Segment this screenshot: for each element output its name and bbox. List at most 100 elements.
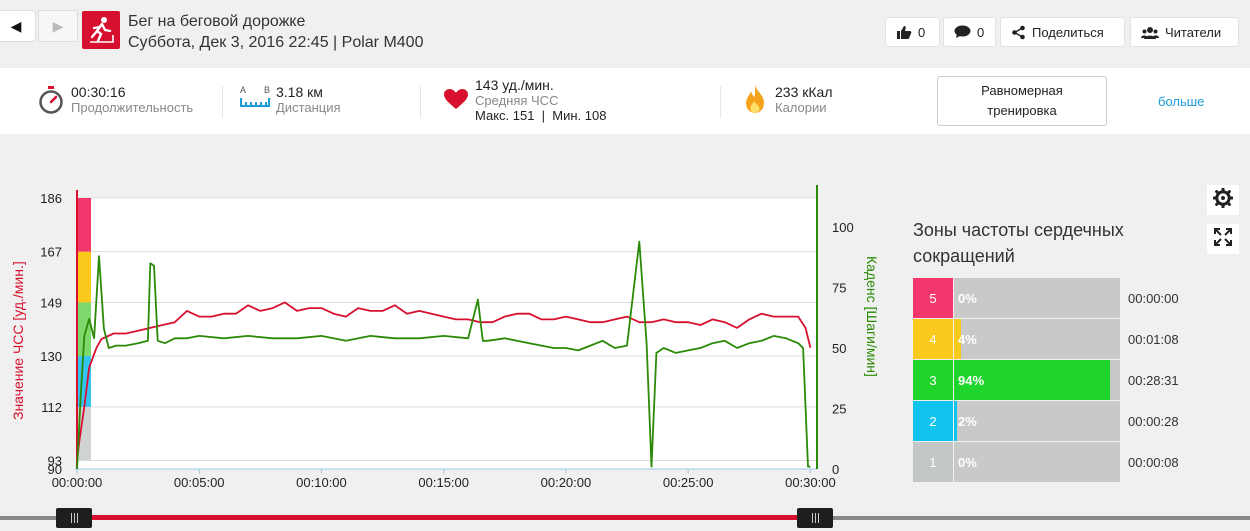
- distance-point-a: A: [240, 85, 247, 95]
- readers-button[interactable]: Читатели: [1130, 17, 1239, 47]
- more-link[interactable]: больше: [1158, 94, 1205, 109]
- hr-axis-tick-label: 130: [40, 349, 62, 364]
- x-axis-tick-label: 00:15:00: [418, 475, 469, 490]
- stopwatch-icon: [38, 86, 64, 119]
- comment-button[interactable]: 0: [943, 17, 996, 47]
- cadence-axis-tick-label: 0: [832, 462, 839, 477]
- fullscreen-icon: [1213, 227, 1233, 252]
- cadence-axis-tick-label: 75: [832, 281, 846, 296]
- hr-zone-percent: 0%: [958, 455, 977, 470]
- x-axis-tick-label: 00:20:00: [541, 475, 592, 490]
- timeline-selected-range: [80, 515, 815, 520]
- hr-min-max: Макс. 151 | Мин. 108: [475, 108, 607, 123]
- readers-icon: [1141, 26, 1159, 39]
- activity-title: Бег на беговой дорожке: [128, 13, 306, 30]
- hr-zone-band: [77, 356, 91, 407]
- hr-zone-band: [77, 251, 91, 303]
- cadence-series-line: [76, 240, 811, 470]
- cadence-axis-tick-label: 25: [832, 402, 846, 417]
- hr-zone-time: 00:01:08: [1128, 332, 1179, 347]
- hr-zone-band: [77, 302, 91, 357]
- like-button[interactable]: 0: [885, 17, 940, 47]
- hr-axis-tick-label: 186: [40, 191, 62, 206]
- comment-icon: [954, 25, 971, 39]
- duration-stat: 00:30:16 Продолжительность: [71, 84, 193, 115]
- distance-ruler-icon: A B: [240, 85, 270, 113]
- calories-value: 233 кКал: [775, 84, 833, 100]
- hr-zone-number: 2: [913, 401, 953, 441]
- share-label: Поделиться: [1032, 24, 1104, 40]
- hr-axis-tick-label: 167: [40, 245, 62, 260]
- hr-zone-time: 00:00:00: [1128, 291, 1179, 306]
- hr-zone-percent: 2%: [958, 414, 977, 429]
- training-benefit-line1: Равномерная: [981, 83, 1063, 98]
- hr-zone-time: 00:00:28: [1128, 414, 1179, 429]
- x-axis-tick-label: 00:25:00: [663, 475, 714, 490]
- flame-icon: [744, 84, 766, 119]
- duration-label: Продолжительность: [71, 100, 194, 115]
- cadence-axis-tick-label: 100: [832, 220, 854, 235]
- training-benefit-button[interactable]: Равномерная тренировка: [937, 76, 1107, 126]
- x-axis-tick-label: 00:30:00: [785, 475, 836, 490]
- divider: [420, 86, 421, 118]
- hr-series-line: [76, 301, 812, 461]
- share-icon: [1011, 25, 1026, 40]
- distance-value: 3.18 км: [276, 84, 323, 100]
- hr-zone-bar-fill: [954, 319, 961, 359]
- hr-axis-tick-label: 90: [48, 462, 62, 477]
- previous-activity-button[interactable]: ◀: [0, 10, 36, 42]
- chevron-left-icon: ◀: [10, 17, 22, 34]
- calories-stat: 233 кКал Калории: [775, 84, 832, 115]
- hr-zone-time: 00:00:08: [1128, 455, 1179, 470]
- x-axis-tick-label: 00:05:00: [174, 475, 225, 490]
- calories-label: Калории: [775, 100, 827, 115]
- thumbs-up-icon: [896, 25, 912, 40]
- hr-zone-time: 00:28:31: [1128, 373, 1179, 388]
- hr-zone-bar: [954, 442, 1120, 482]
- hr-zone-number: 5: [913, 278, 953, 318]
- hr-zone-percent: 4%: [958, 332, 977, 347]
- hr-zones-title: Зоны частоты сердечных сокращений: [913, 220, 1124, 266]
- divider: [222, 86, 223, 118]
- hr-axis-title: Значение ЧСС [уд./мин.]: [10, 261, 26, 420]
- share-button[interactable]: Поделиться: [1000, 17, 1125, 47]
- chevron-right-icon: ▶: [52, 17, 64, 34]
- hr-zone-number: 1: [913, 442, 953, 482]
- heart-rate-stat: 143 уд./мин. Средняя ЧСС Макс. 151 | Мин…: [475, 77, 606, 123]
- divider: [720, 86, 721, 118]
- hr-axis-tick-label: 112: [41, 400, 62, 415]
- comment-count: 0: [977, 24, 985, 40]
- activity-header: ◀ ▶ Бег на беговой дорожке Суббота, Дек …: [0, 0, 1250, 64]
- x-axis-tick-label: 00:00:00: [52, 475, 103, 490]
- heart-icon: [443, 88, 469, 115]
- hr-zone-bar-fill: [954, 360, 1111, 400]
- treadmill-run-icon: [82, 11, 120, 49]
- hr-zone-bar: [954, 360, 1120, 400]
- next-activity-button[interactable]: ▶: [38, 10, 78, 42]
- timeline-start-handle[interactable]: [56, 508, 92, 528]
- hr-zone-band: [77, 406, 91, 461]
- hr-zone-number: 4: [913, 319, 953, 359]
- plot-background: [77, 198, 817, 469]
- cadence-axis-tick-label: 50: [832, 341, 846, 356]
- hr-zone-number: 3: [913, 360, 953, 400]
- timeline-end-handle[interactable]: [797, 508, 833, 528]
- distance-stat: 3.18 км Дистанция: [276, 84, 341, 115]
- duration-value: 00:30:16: [71, 84, 126, 100]
- distance-label: Дистанция: [276, 100, 341, 115]
- readers-label: Читатели: [1165, 24, 1222, 40]
- avg-hr-label: Средняя ЧСС: [475, 93, 559, 108]
- hr-zone-percent: 0%: [958, 291, 977, 306]
- x-axis-tick-label: 00:10:00: [296, 475, 347, 490]
- hr-axis-tick-label: 149: [40, 295, 62, 310]
- hr-zone-bar-fill: [954, 401, 958, 441]
- hr-zone-bar: [954, 319, 1120, 359]
- summary-bar: 00:30:16 Продолжительность A B 3.18 км Д…: [0, 68, 1250, 134]
- distance-point-b: B: [263, 85, 270, 95]
- chart-settings-button[interactable]: [1207, 185, 1239, 215]
- hr-zone-band: [77, 198, 91, 252]
- avg-hr-value: 143 уд./мин.: [475, 77, 554, 93]
- fullscreen-button[interactable]: [1207, 224, 1239, 254]
- hr-zone-percent: 94%: [958, 373, 985, 388]
